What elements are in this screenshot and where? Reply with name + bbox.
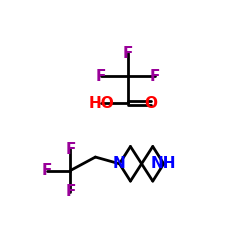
Text: F: F [96,69,106,84]
Text: F: F [65,184,76,199]
Text: O: O [145,96,158,111]
Text: F: F [150,69,160,84]
Text: F: F [123,46,133,60]
Text: N: N [113,156,126,171]
Text: F: F [42,163,52,178]
Text: NH: NH [151,156,176,171]
Text: HO: HO [88,96,114,111]
Text: F: F [65,142,76,157]
